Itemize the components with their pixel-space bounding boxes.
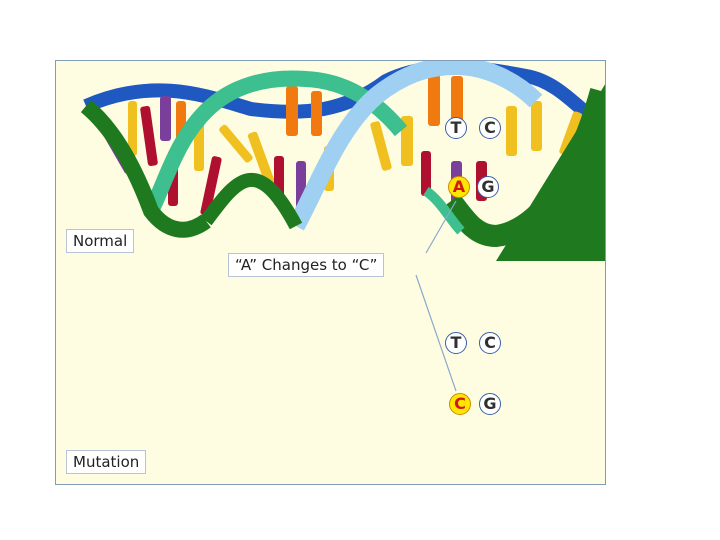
front-strand-teal bbox=[143, 70, 408, 215]
mutation-base-t: T bbox=[445, 332, 467, 354]
normal-base-c: C bbox=[479, 117, 501, 139]
dna-diagram-panel: T C A G T C C G Normal “A” Changes to “C… bbox=[55, 60, 606, 485]
normal-base-t: T bbox=[445, 117, 467, 139]
change-pointer-lines bbox=[415, 200, 457, 392]
mutation-base-c-highlight: C bbox=[449, 393, 471, 415]
mutation-base-c: C bbox=[479, 332, 501, 354]
base-pair-rungs bbox=[104, 71, 583, 216]
normal-base-g: G bbox=[477, 176, 499, 198]
mutation-dna-helix bbox=[86, 288, 606, 485]
mutation-label: Mutation bbox=[66, 450, 147, 474]
normal-base-a-highlight: A bbox=[448, 176, 470, 198]
backbone-green-left bbox=[80, 99, 211, 238]
mutation-base-g: G bbox=[479, 393, 501, 415]
front-strand-lightblue bbox=[288, 61, 543, 231]
backbone-green-mid bbox=[200, 172, 303, 230]
normal-label: Normal bbox=[66, 229, 135, 253]
change-label: “A” Changes to “C” bbox=[228, 253, 385, 277]
dna-illustration bbox=[80, 61, 606, 485]
normal-dna-helix bbox=[80, 61, 605, 261]
